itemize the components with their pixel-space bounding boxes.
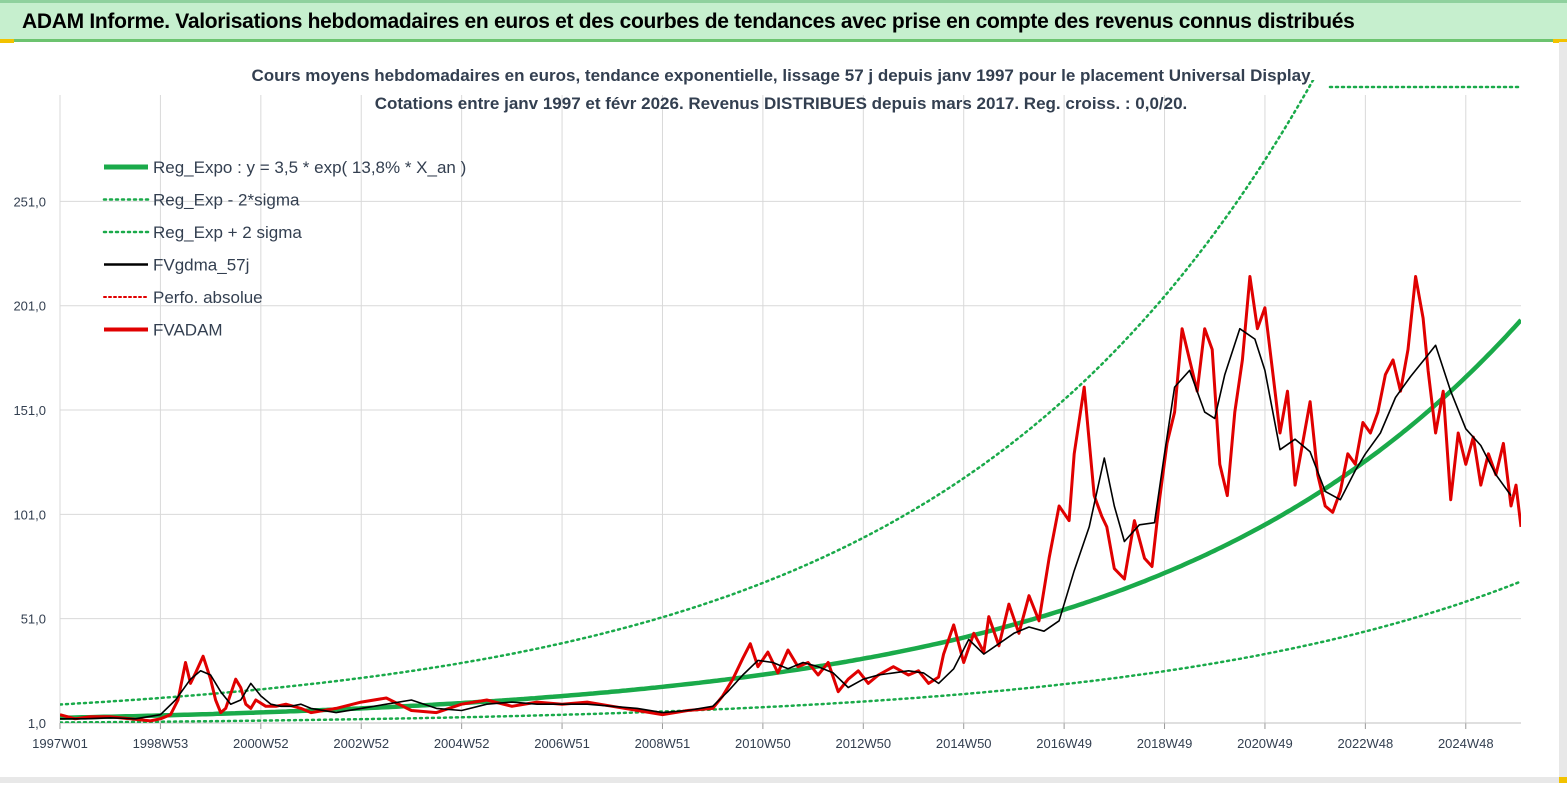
trend-chart: 1,0 51,0 101,0 151,0 201,0 251,0 1997W01 1998W5… <box>0 42 1567 783</box>
report-title: ADAM Informe. Valorisations hebdomadaire… <box>22 10 1355 34</box>
legend: Reg_Expo : y = 3,5 * exp( 13,8% * X_an )… <box>104 158 466 340</box>
legend-reg-exp-minus-label: Reg_Exp - 2*sigma <box>153 191 300 210</box>
x-tick-label: 2016W49 <box>1036 736 1092 751</box>
x-tick-label: 1997W01 <box>32 736 88 751</box>
series-layer <box>60 42 1521 723</box>
bottom-corner-marker <box>1559 777 1567 783</box>
chart-subtitle: Cotations entre janv 1997 et févr 2026. … <box>375 94 1188 113</box>
x-tick-label: 2024W48 <box>1438 736 1494 751</box>
window-bottom-edge <box>0 777 1567 783</box>
series-reg-exp-plus-2sigma <box>60 42 1521 705</box>
y-tick-label: 151,0 <box>13 403 46 418</box>
grid-layer <box>60 95 1521 723</box>
y-tick-label: 51,0 <box>21 612 46 627</box>
x-tick-label: 2006W51 <box>534 736 590 751</box>
x-tick-label: 2018W49 <box>1137 736 1193 751</box>
y-tick-label: 1,0 <box>28 716 46 731</box>
x-tick-label: 2022W48 <box>1338 736 1394 751</box>
legend-fvadam-label: FVADAM <box>153 321 223 340</box>
y-tick-label: 251,0 <box>13 194 46 209</box>
series-reg-expo <box>60 320 1521 718</box>
x-tick-label: 2010W50 <box>735 736 791 751</box>
series-fvgdma-57j <box>60 329 1511 719</box>
x-tick-label: 2004W52 <box>434 736 490 751</box>
window-scroll-edge <box>1559 42 1567 783</box>
y-tick-label: 201,0 <box>13 299 46 314</box>
x-tick-label: 1998W53 <box>133 736 189 751</box>
legend-reg-expo-label: Reg_Expo : y = 3,5 * exp( 13,8% * X_an ) <box>153 158 466 177</box>
legend-reg-exp-plus-label: Reg_Exp + 2 sigma <box>153 223 302 242</box>
x-tick-label: 2000W52 <box>233 736 289 751</box>
series-fvadam <box>60 277 1521 721</box>
legend-fvgdma-label: FVgdma_57j <box>153 256 249 275</box>
x-tick-label: 2014W50 <box>936 736 992 751</box>
chart-title: Cours moyens hebdomadaires en euros, ten… <box>251 66 1311 85</box>
x-tick-label: 2002W52 <box>333 736 389 751</box>
x-tick-label: 2008W51 <box>635 736 691 751</box>
x-tick-label: 2012W50 <box>835 736 891 751</box>
chart-container: 1,0 51,0 101,0 151,0 201,0 251,0 1997W01 1998W5… <box>0 42 1567 783</box>
x-tick-label: 2020W49 <box>1237 736 1293 751</box>
report-header: ADAM Informe. Valorisations hebdomadaire… <box>0 0 1567 42</box>
y-tick-label: 101,0 <box>13 507 46 522</box>
legend-perfo-label: Perfo. absolue <box>153 288 263 307</box>
